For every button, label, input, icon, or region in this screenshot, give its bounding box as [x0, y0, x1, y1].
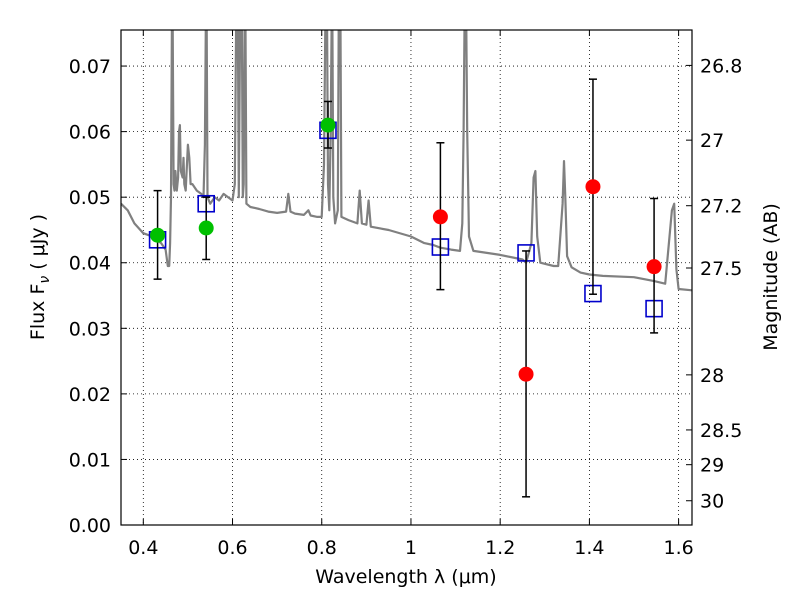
- y2-tick-label: 28: [700, 365, 724, 387]
- y-tick-label: 0.00: [69, 515, 111, 537]
- observed-flux-point: [320, 117, 336, 133]
- svg-text:Flux Fν( μJy ): Flux Fν ( μJy ): [27, 214, 53, 340]
- observed-flux-point: [150, 227, 166, 243]
- observed-flux-point: [432, 209, 448, 225]
- x-tick-label: 1: [405, 537, 417, 559]
- x-tick-label: 0.8: [307, 537, 337, 559]
- y-tick-label: 0.01: [69, 449, 111, 471]
- observed-flux-point: [585, 179, 601, 195]
- x-tick-label: 0.4: [128, 537, 158, 559]
- y-tick-label: 0.07: [69, 56, 111, 78]
- axis-ticks: 0.4 0.6 0.8 1 1.2 1.4 1.6 0.00 0.01 0.02 0.03 0.04 0…: [69, 30, 742, 559]
- observed-flux-point: [646, 259, 662, 275]
- y2-axis-label: Magnitude (AB): [760, 203, 782, 351]
- x-tick-label: 1.6: [664, 537, 694, 559]
- y2-tick-label: 29: [700, 455, 724, 477]
- y2-tick-label: 28.5: [700, 420, 742, 442]
- y2-tick-label: 27.2: [700, 196, 742, 218]
- plot-frame: [120, 29, 693, 526]
- y-tick-label: 0.04: [69, 253, 111, 275]
- observed-flux-point: [518, 366, 534, 382]
- y2-tick-label: 30: [700, 491, 724, 513]
- y-axis-label-main: Flux F: [27, 284, 49, 340]
- x-tick-label: 0.6: [217, 537, 247, 559]
- y-tick-label: 0.06: [69, 122, 111, 144]
- y-tick-label: 0.03: [69, 318, 111, 340]
- photometry-points: [148, 78, 663, 498]
- y-axis-label: Flux Fν ( μJy ): [27, 214, 53, 340]
- y-tick-label: 0.02: [69, 384, 111, 406]
- y-axis-label-sub: ν: [37, 276, 53, 284]
- x-tick-label: 1.2: [485, 537, 515, 559]
- y2-tick-label: 26.8: [700, 55, 742, 77]
- y-tick-label: 0.05: [69, 187, 111, 209]
- grid: [121, 30, 692, 526]
- model-spectrum: [121, 30, 692, 292]
- y2-tick-label: 27: [700, 130, 724, 152]
- observed-flux-point: [198, 220, 214, 236]
- x-axis-label: Wavelength λ (μm): [315, 566, 496, 588]
- y2-tick-label: 27.5: [700, 258, 742, 280]
- spectrum-line: [121, 30, 692, 292]
- x-tick-label: 1.4: [574, 537, 604, 559]
- y-axis-label-unit: ( μJy ): [27, 214, 49, 270]
